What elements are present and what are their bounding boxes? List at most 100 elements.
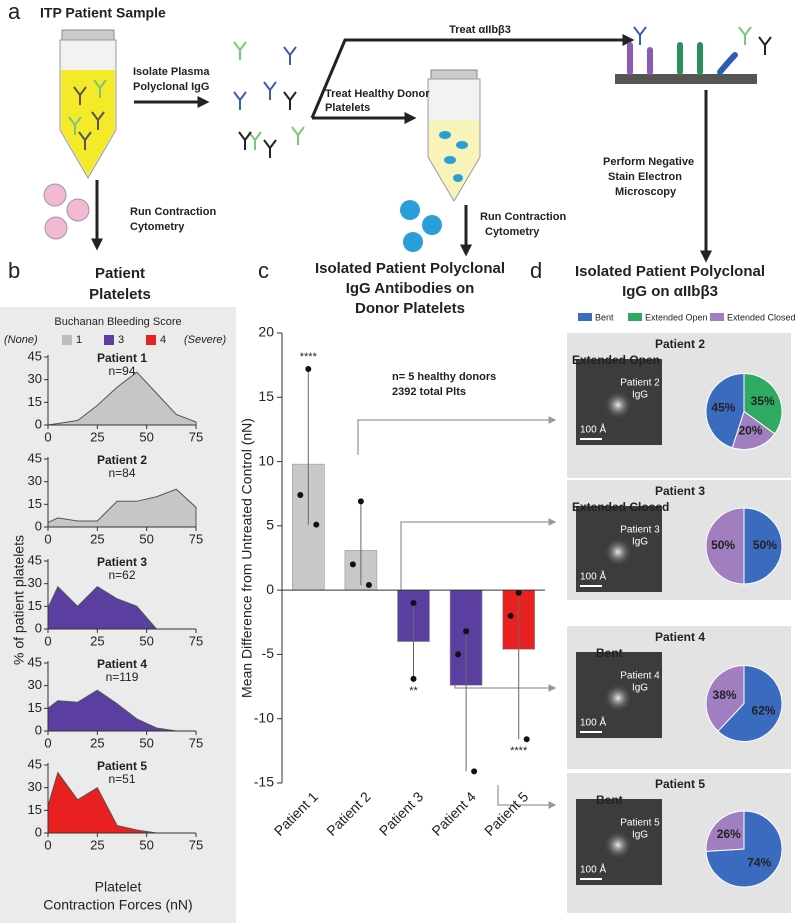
axis	[47, 355, 196, 426]
slice-label: 38%	[713, 688, 737, 702]
scale-label: 100 Å	[580, 863, 606, 876]
panel-title: Patient	[95, 265, 145, 282]
area	[47, 371, 197, 426]
annotation: 2392 total Plts	[392, 386, 466, 398]
y-tick-label: -5	[262, 645, 275, 661]
step-label: Microscopy	[615, 186, 677, 198]
chart-title: Patient 5	[655, 777, 705, 791]
y-tick-label: 15	[28, 700, 42, 715]
chart-subtitle: n=119	[106, 670, 139, 684]
chart-subtitle: n=84	[108, 466, 135, 480]
scale-label: 100 Å	[580, 423, 606, 436]
axis	[47, 559, 196, 630]
x-tick-label: 75	[189, 633, 203, 648]
y-tick-label: -10	[254, 709, 274, 725]
y-tick-label: 5	[266, 517, 274, 533]
x-tick-label: 75	[189, 429, 203, 444]
image-label: Patient 4	[620, 671, 660, 682]
data-point	[455, 651, 462, 658]
y-tick-label: 0	[35, 518, 42, 533]
chart-subtitle: n=94	[108, 364, 135, 378]
data-point	[349, 561, 356, 568]
data-point	[305, 366, 312, 372]
legend-label: Extended Closed	[727, 312, 796, 322]
chart-title: Patient 1	[97, 351, 147, 365]
slice-label: 26%	[717, 827, 741, 841]
x-tick-label: 25	[90, 837, 104, 852]
data-point	[463, 628, 470, 635]
chart-title: Patient 3	[655, 484, 705, 498]
pie-slice	[705, 507, 745, 585]
step-label: Isolate Plasma	[133, 66, 210, 78]
x-tick-label: 25	[90, 531, 104, 546]
chart-subtitle: n=62	[108, 568, 135, 582]
axis	[47, 763, 196, 834]
data-point	[313, 521, 320, 528]
legend-label: Extended Open	[645, 312, 708, 322]
x-tick-label: 75	[189, 735, 203, 750]
step-label: Run Contraction	[480, 211, 566, 223]
legend-swatch	[62, 335, 72, 345]
y-tick-label: 15	[28, 394, 42, 409]
data-point	[471, 768, 478, 775]
step-label: Cytometry	[485, 226, 540, 238]
step-label: Perform Negative	[603, 156, 694, 168]
legend-swatch	[146, 335, 156, 345]
x-tick-label: 25	[90, 429, 104, 444]
pie-slice	[743, 372, 783, 435]
panel-label: a	[8, 0, 21, 24]
image-label: IgG	[632, 830, 648, 841]
x-tick-label: 0	[44, 429, 51, 444]
step-label: Treat αIIbβ3	[449, 24, 511, 36]
y-tick-label: 0	[35, 620, 42, 635]
legend-label: 4	[160, 334, 166, 346]
micrograph-particle	[604, 684, 632, 712]
data-point	[507, 612, 514, 619]
pie-slice	[743, 507, 783, 585]
slice-label: 74%	[747, 855, 771, 869]
legend-note: (Severe)	[184, 334, 227, 346]
legend-label: 1	[76, 334, 82, 346]
y-tick-label: 30	[28, 473, 42, 488]
chart-subtitle: n=51	[108, 772, 135, 786]
x-axis-label: Contraction Forces (nN)	[43, 897, 192, 913]
data-point	[523, 736, 530, 743]
x-tick-label: 50	[139, 837, 153, 852]
micrograph-particle	[604, 538, 632, 566]
chart-title: Patient 4	[655, 630, 705, 644]
x-tick-label: 75	[189, 531, 203, 546]
x-tick-label: Patient 5	[481, 788, 532, 839]
step-label: Run Contraction	[130, 206, 216, 218]
image-label: Patient 5	[620, 818, 660, 829]
chart-title: Patient 5	[97, 759, 147, 773]
x-axis-label: Platelet	[95, 879, 142, 895]
data-point	[410, 600, 417, 606]
slice-label: 35%	[751, 394, 775, 408]
panel-title: Isolated Patient Polyclonal	[575, 263, 765, 280]
legend-swatch	[628, 313, 642, 321]
step-label: Cytometry	[130, 221, 185, 233]
x-tick-label: 50	[139, 429, 153, 444]
image-label: IgG	[632, 683, 648, 694]
x-tick-label: 50	[139, 531, 153, 546]
x-tick-label: 50	[139, 735, 153, 750]
x-tick-label: 0	[44, 735, 51, 750]
slice-label: 45%	[711, 400, 735, 414]
panel-title: Platelets	[89, 286, 151, 303]
slice-label: 20%	[738, 424, 762, 438]
pie-slice	[705, 810, 745, 852]
slice-label: 62%	[751, 703, 775, 717]
y-tick-label: 15	[28, 802, 42, 817]
slice-label: 50%	[711, 538, 735, 552]
micrograph-particle	[604, 831, 632, 859]
data-point	[365, 582, 372, 588]
micrograph-particle	[604, 391, 632, 419]
image-label: Patient 2	[620, 378, 660, 389]
x-tick-label: 25	[90, 633, 104, 648]
legend-title: Buchanan Bleeding Score	[54, 316, 181, 328]
x-tick-label: 0	[44, 531, 51, 546]
slice-label: 50%	[753, 538, 777, 552]
axis	[47, 661, 196, 732]
